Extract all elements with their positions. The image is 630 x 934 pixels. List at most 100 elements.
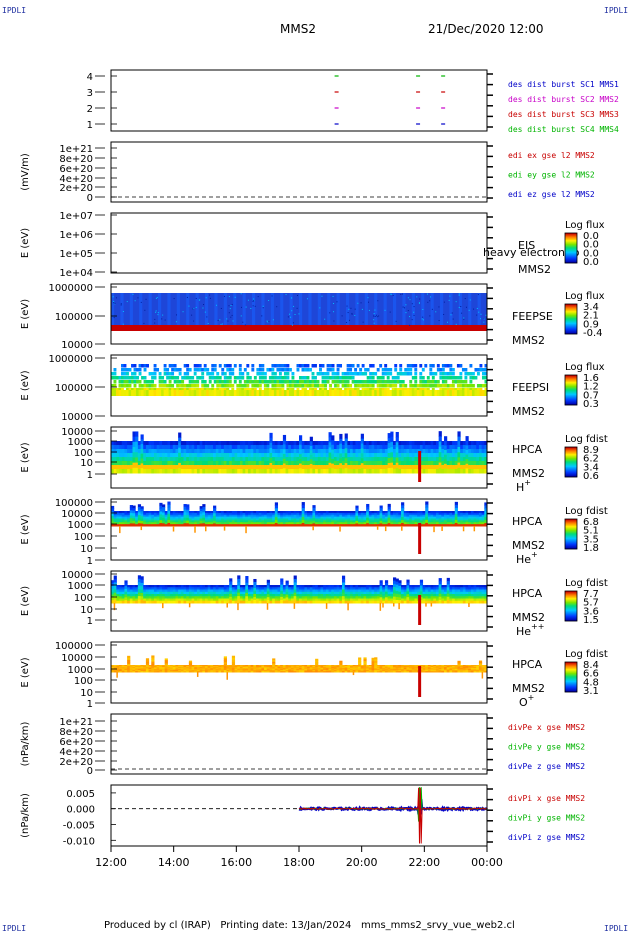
hpca_h-spectrum-cell bbox=[382, 449, 386, 454]
hpca_h-spectrum-cell bbox=[401, 461, 405, 466]
hpca_hepp-spectrum-cell bbox=[425, 603, 427, 607]
hpca_he-spectrum-cell bbox=[264, 514, 268, 518]
feepse-speckle bbox=[145, 298, 147, 300]
panel-hpca_he-colorbar-title: Log fdist bbox=[565, 506, 608, 517]
hpca_hepp-spectrum-cell bbox=[411, 600, 415, 604]
hpca_h-spectrum-cell bbox=[282, 434, 287, 441]
hpca_hepp-spectrum-cell bbox=[156, 598, 160, 602]
panel-eis-instrument-label: MMS2 bbox=[518, 263, 551, 276]
hpca_hepp-spectrum-cell bbox=[116, 589, 120, 593]
hpca_hepp-spectrum-cell bbox=[253, 596, 257, 601]
panel-hpca_he-ytick-label: 10000 bbox=[61, 509, 93, 520]
hpca_he-spectrum-cell bbox=[183, 523, 187, 527]
hpca_h-spectrum-cell bbox=[371, 465, 375, 470]
hpca_h-spectrum-cell bbox=[387, 443, 391, 449]
hpca_he-spectrum-cell bbox=[328, 518, 332, 521]
feepse-spectrum-cell bbox=[123, 293, 128, 325]
hpca_he-spectrum-cell bbox=[307, 522, 311, 525]
hpca_hepp-spectrum-cell bbox=[188, 596, 193, 599]
hpca_h-spectrum-cell bbox=[140, 439, 144, 445]
hpca_he-spectrum-cell bbox=[205, 518, 209, 521]
hpca_h-spectrum-cell bbox=[374, 449, 378, 454]
feepsi-spectrum-cell bbox=[178, 368, 182, 372]
feepse-spectrum-cell bbox=[252, 293, 256, 325]
hpca_hepp-spectrum-cell bbox=[231, 587, 236, 590]
hpca_he-spectrum-cell bbox=[156, 524, 160, 527]
feepsi-spectrum-cell bbox=[421, 384, 425, 388]
hpca_h-spectrum-cell bbox=[414, 457, 418, 462]
feepsi-spectrum-cell bbox=[143, 384, 147, 388]
feepse-speckle bbox=[199, 299, 201, 301]
hpca_he-spectrum-cell bbox=[231, 520, 236, 523]
feepsi-spectrum-cell bbox=[238, 388, 242, 392]
hpca_hepp-spectrum-cell bbox=[296, 589, 300, 593]
hpca_hepp-spectrum-cell bbox=[336, 594, 340, 597]
hpca_hepp-spectrum-cell bbox=[113, 585, 117, 590]
feepse-speckle bbox=[191, 314, 193, 316]
hpca_hepp-spectrum-cell bbox=[199, 596, 203, 599]
hpca_hepp-spectrum-cell bbox=[290, 600, 295, 604]
hpca_he-spectrum-cell bbox=[234, 520, 238, 523]
feepse-spectrum-cell bbox=[396, 293, 400, 325]
feepsi-spectrum-cell bbox=[446, 384, 450, 388]
feepse-speckle bbox=[431, 308, 433, 310]
hpca_h-spectrum-cell bbox=[121, 457, 125, 462]
hpca_he-spectrum-cell bbox=[315, 518, 319, 521]
feepsi-spectrum-cell bbox=[409, 384, 413, 388]
hpca_hepp-spectrum-cell bbox=[218, 591, 222, 595]
feepsi-spectrum-cell bbox=[364, 390, 368, 396]
hpca_h-spectrum-cell bbox=[478, 449, 483, 454]
feepsi-spectrum-cell bbox=[228, 390, 232, 396]
panel-hpca_he-ylabel: E (eV) bbox=[20, 514, 31, 544]
hpca_h-spectrum-cell bbox=[205, 441, 209, 446]
hpca_h-spectrum-cell bbox=[170, 441, 174, 446]
hpca_hepp-spectrum-cell bbox=[285, 597, 289, 601]
feepsi-spectrum-cell bbox=[201, 388, 205, 392]
hpca_h-spectrum-cell bbox=[409, 441, 413, 446]
hpca_he-spectrum-cell bbox=[435, 518, 440, 521]
hpca_he-spectrum-cell bbox=[137, 520, 142, 524]
feepsi-spectrum-cell bbox=[299, 390, 302, 396]
hpca_hepp-spectrum-cell bbox=[390, 585, 394, 588]
hpca_h-spectrum-cell bbox=[441, 441, 445, 446]
hpca_he-spectrum-cell bbox=[422, 524, 426, 527]
hpca_he-spectrum-cell bbox=[454, 501, 458, 506]
hpca_he-spectrum-cell bbox=[239, 512, 244, 516]
feepsi-spectrum-cell bbox=[138, 384, 142, 388]
feepse-spectrum-cell bbox=[161, 293, 165, 325]
feepse-speckle bbox=[413, 311, 415, 313]
hpca_he-spectrum-cell bbox=[376, 522, 381, 525]
hpca_hepp-spectrum-cell bbox=[398, 580, 402, 584]
hpca_hepp-spectrum-cell bbox=[132, 585, 136, 588]
hpca_he-spectrum-cell bbox=[290, 522, 295, 525]
hpca_h-spectrum-cell bbox=[121, 449, 125, 454]
hpca_he-spectrum-cell bbox=[188, 512, 193, 516]
hpca_h-spectrum-cell bbox=[422, 469, 426, 474]
panel-feepse-colorbar-frame bbox=[564, 303, 578, 335]
feepse-spectrum-cell bbox=[405, 293, 410, 325]
hpca_hepp-spectrum-cell bbox=[320, 591, 324, 595]
hpca_he-spectrum-cell bbox=[277, 511, 281, 514]
hpca_h-spectrum-cell bbox=[347, 453, 351, 458]
hpca_h-spectrum-cell bbox=[344, 468, 348, 474]
hpca_hepp-spectrum-cell bbox=[135, 594, 139, 597]
hpca_he-spectrum-cell bbox=[221, 511, 225, 514]
hpca_h-spectrum-cell bbox=[395, 457, 399, 464]
feepsi-spectrum-cell bbox=[366, 380, 370, 384]
hpca_hepp-spectrum-cell bbox=[438, 593, 442, 598]
hpca_h-spectrum-cell bbox=[234, 441, 238, 446]
hpca_h-spectrum-cell bbox=[245, 449, 249, 454]
hpca_he-spectrum-cell bbox=[188, 520, 193, 523]
feepse-speckle bbox=[422, 319, 424, 321]
hpca_h-spectrum-cell bbox=[301, 449, 305, 454]
hpca_he-spectrum-cell bbox=[320, 520, 324, 523]
hpca_h-spectrum-cell bbox=[484, 449, 488, 454]
panel-eis-colorbar-strip bbox=[565, 247, 577, 249]
hpca_he-spectrum-cell bbox=[366, 514, 370, 519]
hpca_hepp-spectrum-cell bbox=[272, 600, 276, 604]
hpca_hepp-spectrum-cell bbox=[433, 598, 437, 602]
feepse-speckle bbox=[290, 316, 292, 318]
hpca_he-spectrum-cell bbox=[148, 514, 152, 518]
hpca_h-spectrum-cell bbox=[178, 432, 182, 439]
hpca_h-spectrum-cell bbox=[446, 445, 450, 450]
